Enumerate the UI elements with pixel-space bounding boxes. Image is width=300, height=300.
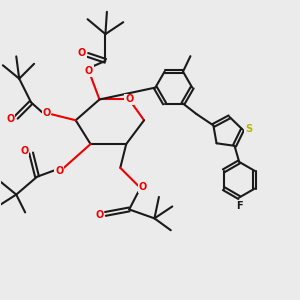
Text: O: O [125, 94, 133, 104]
Text: O: O [138, 182, 147, 192]
Text: O: O [85, 66, 93, 76]
Text: O: O [55, 167, 64, 176]
Text: O: O [42, 108, 51, 118]
Text: F: F [236, 201, 242, 211]
Text: O: O [77, 48, 86, 59]
Text: O: O [20, 146, 29, 156]
Text: S: S [245, 124, 252, 134]
Text: O: O [6, 114, 14, 124]
Text: O: O [95, 210, 104, 220]
